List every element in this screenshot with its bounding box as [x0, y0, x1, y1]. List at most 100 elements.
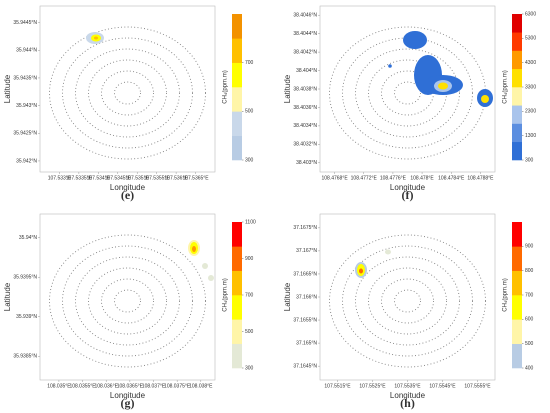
panel-label: (h) [400, 396, 415, 410]
survey-track [101, 70, 154, 116]
survey-track [62, 245, 193, 357]
y-tick-label: 38.404°N [296, 68, 317, 74]
x-tick-label: 108.0355°E [69, 383, 96, 389]
panel-label: (e) [121, 188, 134, 202]
y-tick-label: 38.4038°N [293, 86, 317, 92]
colorbar-tick-label: 900 [245, 256, 254, 262]
colorbar-band [232, 111, 242, 136]
colorbar-tick-label: 300 [245, 157, 254, 163]
colorbar-band [232, 319, 242, 344]
colorbar-band [232, 246, 242, 271]
colorbar-tick-label: 5300 [525, 36, 536, 42]
plot-frame [39, 213, 216, 381]
colorbar-band [512, 319, 522, 344]
survey-track [75, 256, 180, 346]
y-tick-label: 35.9435°N [13, 75, 37, 81]
y-tick-label: 35.9385°N [13, 354, 37, 360]
colorbar-band [512, 123, 522, 143]
y-tick-label: 37.1675°N [293, 225, 317, 231]
x-tick-label: 107.534°E [87, 175, 111, 181]
panel-label: (g) [121, 396, 135, 410]
x-axis-label: Longitude [390, 391, 426, 400]
colorbar-band [232, 87, 242, 112]
colorbar-tick-label: 900 [525, 244, 534, 250]
colorbar-band [512, 246, 522, 271]
colorbar-tick-label: 500 [245, 329, 254, 335]
x-tick-label: 108.4768°E [321, 175, 348, 181]
y-tick-label: 35.942°N [16, 158, 37, 164]
colorbar-band [232, 135, 242, 161]
plume [385, 249, 391, 255]
colorbar-band [512, 32, 522, 51]
y-tick-label: 38.4034°N [293, 123, 317, 129]
x-tick-label: 108.035°E [47, 383, 71, 389]
survey-track [342, 37, 473, 149]
colorbar-label: CH₄(ppm.m) [223, 278, 229, 311]
y-axis-label: Latitude [3, 282, 12, 311]
x-tick-label: 108.4788°E [467, 175, 494, 181]
x-tick-label: 107.5545°E [429, 383, 456, 389]
survey-track [381, 278, 434, 324]
colorbar-tick-label: 800 [525, 268, 534, 274]
plot-frame [319, 213, 496, 381]
colorbar-tick-label: 700 [245, 60, 254, 66]
y-tick-label: 38.4044°N [293, 31, 317, 37]
x-tick-label: 108.478°E [410, 175, 434, 181]
colorbar-label: CH₄(ppm.m) [503, 70, 509, 103]
x-tick-label: 107.533°E [48, 175, 72, 181]
colorbar-band [512, 295, 522, 320]
panel: 107.5515°E 107.5525°E 107.5535°E 107.5545°E… [283, 213, 534, 410]
plume [202, 263, 208, 269]
plume [94, 36, 98, 40]
y-tick-label: 37.165°N [296, 340, 317, 346]
x-tick-label: 108.037°E [142, 383, 166, 389]
x-tick-label: 108.4784°E [438, 175, 465, 181]
x-tick-label: 107.5355°E [144, 175, 171, 181]
y-tick-label: 37.1665°N [293, 271, 317, 277]
y-tick-label: 35.94°N [19, 235, 38, 241]
y-tick-label: 37.1645°N [293, 363, 317, 369]
y-axis-label: Latitude [283, 282, 292, 311]
x-tick-label: 108.038°E [189, 383, 213, 389]
x-tick-label: 107.536°E [164, 175, 188, 181]
plume [403, 31, 427, 49]
x-axis-label: Longitude [390, 183, 426, 192]
colorbar-band [512, 50, 522, 70]
x-tick-label: 108.0375°E [164, 383, 191, 389]
colorbar-tick-label: 700 [245, 292, 254, 298]
survey-track [368, 267, 447, 335]
colorbar-band [232, 62, 242, 88]
colorbar-tick-label: 300 [525, 157, 534, 163]
colorbar-label: CH₄(ppm.m) [223, 70, 229, 103]
colorbar-band [512, 270, 522, 296]
plume [359, 268, 363, 274]
y-tick-label: 38.4036°N [293, 105, 317, 111]
colorbar-tick-label: 700 [525, 292, 534, 298]
x-tick-label: 107.5525°E [359, 383, 386, 389]
plot-frame [319, 5, 496, 173]
colorbar-band [232, 14, 242, 39]
colorbar-band [512, 105, 522, 124]
colorbar-tick-label: 3300 [525, 84, 536, 90]
colorbar-tick-label: 6300 [525, 11, 536, 17]
y-axis-label: Latitude [3, 74, 12, 103]
colorbar-band [512, 222, 522, 247]
panel: 108.035°E108.0355°E108.036°E108.0365°E10… [3, 213, 256, 410]
survey-track [355, 256, 460, 346]
colorbar-band [232, 270, 242, 296]
y-tick-label: 38.4046°N [293, 13, 317, 19]
colorbar-tick-label: 400 [525, 365, 534, 371]
y-tick-label: 38.4032°N [293, 142, 317, 148]
survey-track [88, 59, 167, 127]
x-tick-label: 107.5345°E [105, 175, 132, 181]
survey-track [114, 81, 141, 105]
y-tick-label: 37.166°N [296, 294, 317, 300]
x-tick-label: 107.5335°E [66, 175, 93, 181]
survey-track [49, 234, 206, 368]
plume [481, 95, 489, 103]
y-tick-label: 38.4042°N [293, 49, 317, 55]
survey-track [62, 37, 193, 149]
plume [388, 64, 392, 68]
colorbar-tick-label: 500 [525, 341, 534, 347]
